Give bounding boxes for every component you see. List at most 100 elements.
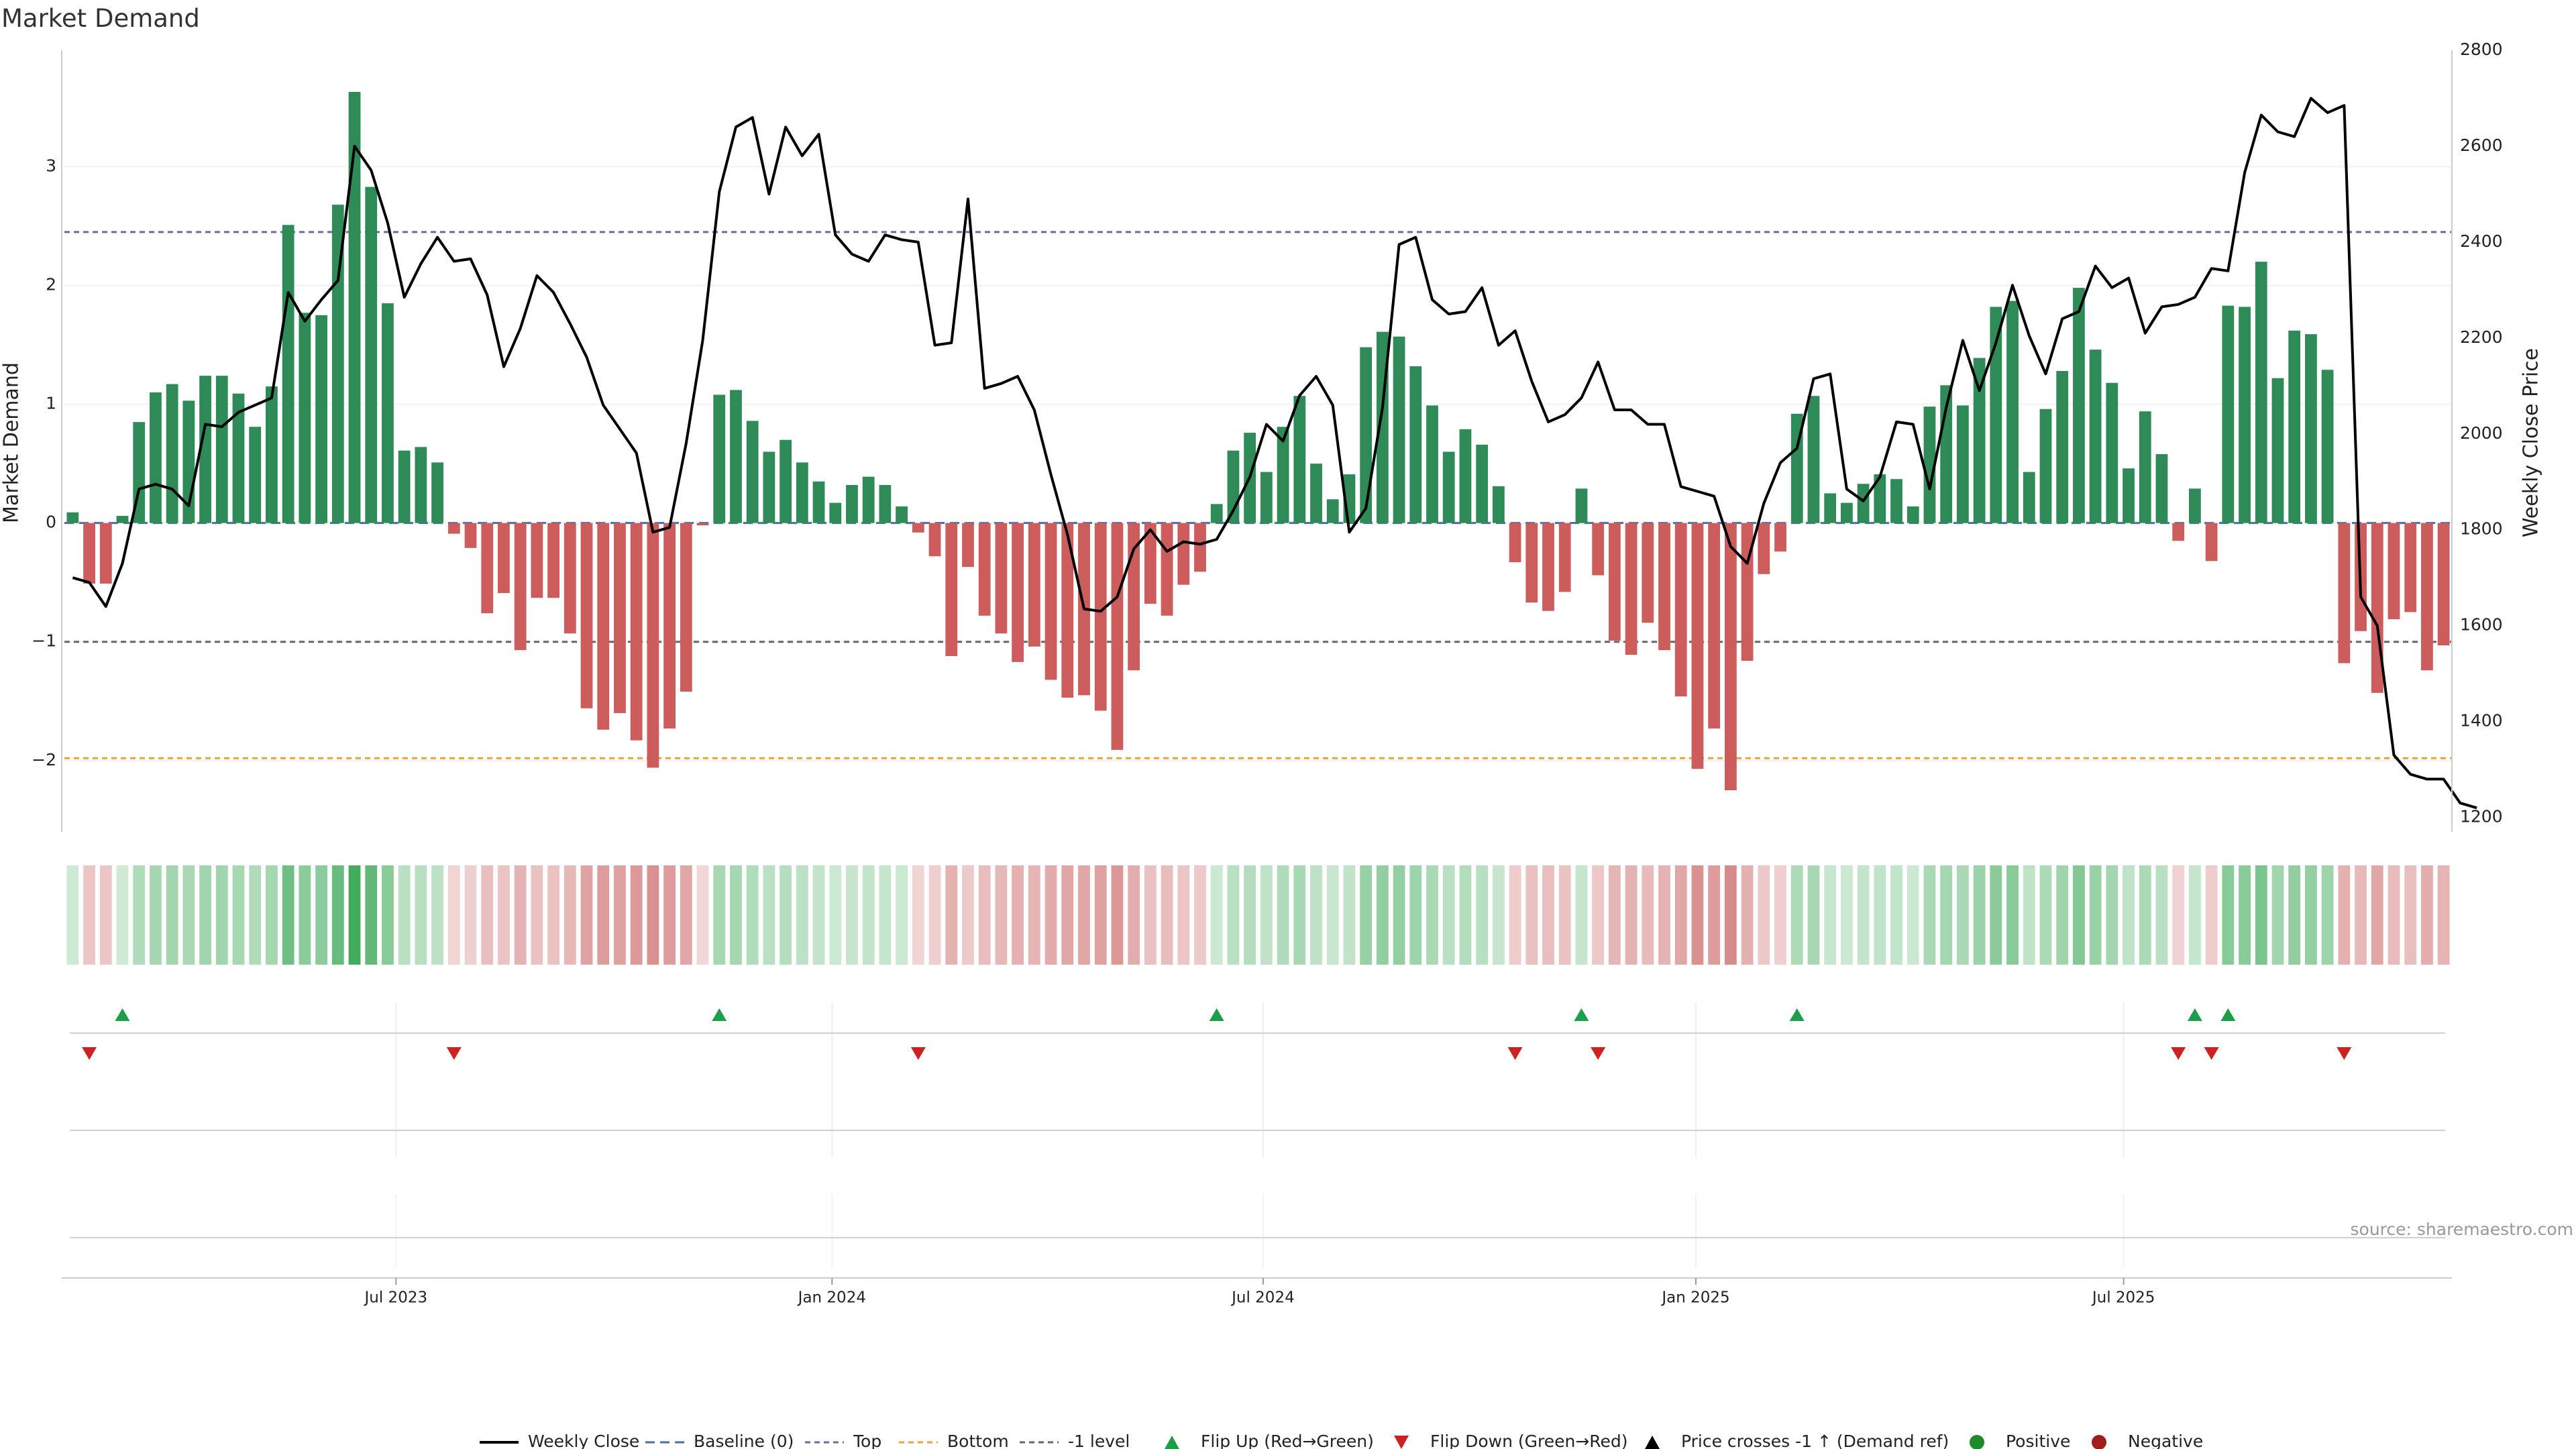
y2-tick-label: 2400 bbox=[2460, 231, 2503, 251]
demand-bar bbox=[1012, 523, 1024, 662]
legend-label: Positive bbox=[2006, 1432, 2070, 1449]
y2-tick-label: 1400 bbox=[2460, 711, 2503, 731]
axes-layer: −2 −1 0 1 2 3 1200 1400 1600 1800 2000 2200 2400 2600… bbox=[0, 40, 2543, 1307]
heat-cell bbox=[150, 865, 162, 965]
demand-bar bbox=[1177, 523, 1190, 585]
heat-cell bbox=[928, 865, 941, 965]
heat-cell bbox=[1558, 865, 1571, 965]
heat-cell bbox=[331, 865, 344, 965]
heat-cell bbox=[1708, 865, 1721, 965]
legend-label: Negative bbox=[2128, 1432, 2203, 1449]
demand-bar bbox=[829, 502, 842, 523]
heat-cell bbox=[199, 865, 211, 965]
demand-bar bbox=[166, 384, 178, 523]
demand-bar bbox=[1409, 366, 1422, 523]
heat-cell bbox=[2222, 865, 2235, 965]
y-tick-label: −2 bbox=[32, 750, 56, 769]
heat-cell bbox=[1674, 865, 1687, 965]
demand-bar bbox=[663, 523, 676, 729]
demand-bar bbox=[2172, 523, 2185, 541]
demand-bar bbox=[447, 523, 460, 534]
demand-bar bbox=[680, 523, 692, 692]
demand-bar bbox=[945, 523, 958, 656]
legend-item: -1 level bbox=[1020, 1432, 1130, 1449]
heat-cell bbox=[531, 865, 543, 965]
demand-bar bbox=[1326, 499, 1339, 523]
demand-bar bbox=[1293, 396, 1306, 523]
heat-cell bbox=[1028, 865, 1040, 965]
demand-bar bbox=[995, 523, 1008, 634]
reference-lines bbox=[64, 231, 2452, 759]
flip-down-marker bbox=[446, 1047, 462, 1060]
heat-cell bbox=[912, 865, 924, 965]
demand-bar bbox=[879, 485, 892, 523]
y-tick-label: 3 bbox=[46, 156, 56, 176]
heat-cell bbox=[232, 865, 245, 965]
heat-cell bbox=[1575, 865, 1588, 965]
heat-cell bbox=[2271, 865, 2284, 965]
heat-cell bbox=[1758, 865, 1770, 965]
legend-swatch bbox=[2092, 1435, 2106, 1449]
demand-bar bbox=[1393, 336, 1405, 523]
heat-cell bbox=[2387, 865, 2400, 965]
demand-bar bbox=[365, 186, 378, 523]
demand-bar bbox=[547, 523, 559, 598]
flip-down-marker bbox=[2171, 1047, 2186, 1060]
y2-tick-label: 1800 bbox=[2460, 519, 2503, 539]
demand-bar bbox=[498, 523, 510, 594]
flip-markers bbox=[82, 1008, 2352, 1060]
heat-cell bbox=[1210, 865, 1223, 965]
demand-bar bbox=[978, 523, 991, 616]
y2-tick-label: 2000 bbox=[2460, 423, 2503, 443]
demand-bar bbox=[2155, 453, 2168, 523]
demand-bar bbox=[1840, 502, 1853, 523]
demand-bar bbox=[614, 523, 626, 713]
demand-bar bbox=[1642, 523, 1654, 623]
heat-cell bbox=[1094, 865, 1107, 965]
legend-label: Weekly Close bbox=[528, 1432, 639, 1449]
demand-bar bbox=[415, 447, 427, 523]
heat-cell bbox=[464, 865, 477, 965]
heat-cell bbox=[1194, 865, 1206, 965]
heat-cell bbox=[1625, 865, 1638, 965]
heat-cell bbox=[1012, 865, 1024, 965]
heat-cell bbox=[829, 865, 842, 965]
heat-cell bbox=[498, 865, 510, 965]
demand-bar bbox=[398, 450, 411, 523]
heat-cell bbox=[1128, 865, 1140, 965]
demand-bar bbox=[1542, 523, 1554, 611]
demand-bar bbox=[1890, 479, 1902, 523]
demand-bar bbox=[1990, 307, 2002, 523]
heat-cell bbox=[1658, 865, 1670, 965]
demand-bar bbox=[780, 439, 792, 523]
heat-cell bbox=[2338, 865, 2351, 965]
heat-cell bbox=[2437, 865, 2450, 965]
demand-bar bbox=[299, 313, 311, 523]
demand-bar bbox=[580, 523, 593, 708]
heat-cell bbox=[1874, 865, 1886, 965]
heat-cell bbox=[2404, 865, 2417, 965]
demand-bar bbox=[796, 462, 808, 523]
heat-cell bbox=[680, 865, 692, 965]
demand-bar bbox=[896, 506, 908, 523]
heat-cell bbox=[2056, 865, 2069, 965]
legend-item: Baseline (0) bbox=[645, 1432, 794, 1449]
demand-bar bbox=[1973, 358, 1986, 523]
y-tick-label: −1 bbox=[32, 631, 56, 651]
demand-bar bbox=[2255, 262, 2267, 523]
heat-cell bbox=[481, 865, 494, 965]
demand-bar bbox=[1658, 523, 1670, 651]
flip-up-marker bbox=[1574, 1008, 1589, 1021]
demand-bar bbox=[2437, 523, 2450, 646]
demand-bar bbox=[1558, 523, 1571, 592]
heat-cell bbox=[1642, 865, 1654, 965]
heat-cell bbox=[1691, 865, 1704, 965]
heat-cell bbox=[1227, 865, 1240, 965]
demand-bar bbox=[1509, 523, 1521, 563]
demand-bar bbox=[2288, 330, 2301, 523]
heat-cell bbox=[962, 865, 974, 965]
heat-cell bbox=[1293, 865, 1306, 965]
heat-cell bbox=[1459, 865, 1472, 965]
heat-cell bbox=[1774, 865, 1786, 965]
heat-cell bbox=[447, 865, 460, 965]
